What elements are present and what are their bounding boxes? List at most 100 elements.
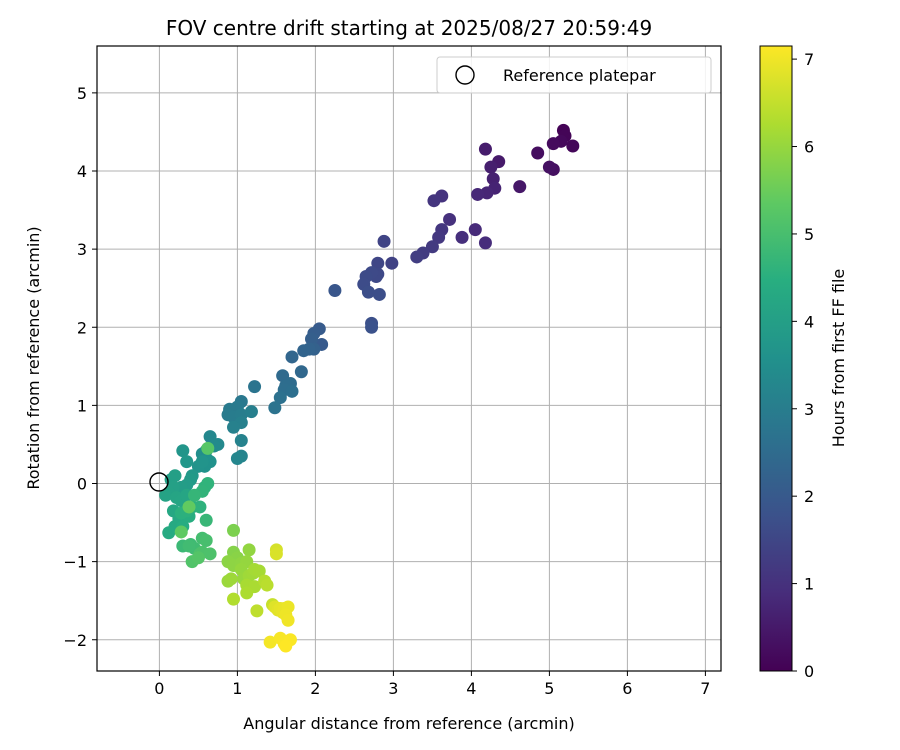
y-axis-label: Rotation from reference (arcmin) bbox=[24, 226, 43, 489]
x-tick-label: 5 bbox=[544, 679, 554, 698]
data-point bbox=[531, 146, 545, 160]
data-point bbox=[478, 236, 492, 250]
data-point bbox=[159, 488, 173, 502]
y-axis-ticks: −2 −1 0 1 2 3 4 5 bbox=[63, 84, 97, 650]
data-point bbox=[174, 525, 188, 539]
data-point bbox=[242, 543, 256, 557]
colorbar-tick-label: 2 bbox=[804, 487, 814, 506]
data-point bbox=[201, 441, 215, 455]
data-point bbox=[263, 635, 277, 649]
data-point bbox=[273, 391, 287, 405]
data-point bbox=[227, 420, 240, 434]
data-point bbox=[250, 604, 264, 618]
data-point bbox=[410, 250, 424, 264]
colorbar-tick-label: 0 bbox=[804, 662, 814, 681]
data-point bbox=[269, 547, 283, 561]
data-point bbox=[281, 613, 295, 627]
data-point bbox=[227, 523, 240, 537]
y-tick-label: 5 bbox=[77, 84, 87, 103]
data-point bbox=[365, 320, 379, 334]
data-point bbox=[377, 234, 391, 248]
x-axis-label: Angular distance from reference (arcmin) bbox=[243, 714, 574, 733]
data-point bbox=[195, 455, 209, 469]
x-tick-label: 2 bbox=[310, 679, 320, 698]
data-point bbox=[244, 405, 258, 419]
data-point bbox=[230, 452, 244, 465]
data-point bbox=[513, 180, 527, 194]
x-tick-label: 4 bbox=[466, 679, 476, 698]
data-point bbox=[285, 384, 299, 398]
legend-entry-label: Reference platepar bbox=[503, 66, 656, 85]
data-point bbox=[240, 586, 254, 600]
colorbar-ticks: 0 1 2 3 4 5 6 7 bbox=[792, 50, 814, 681]
data-point bbox=[224, 572, 238, 586]
data-point bbox=[427, 194, 441, 208]
reference-platepar-marker bbox=[149, 472, 169, 492]
x-tick-label: 0 bbox=[154, 679, 164, 698]
data-point bbox=[199, 513, 213, 527]
colorbar-tick-label: 6 bbox=[804, 138, 814, 157]
data-point bbox=[372, 287, 386, 301]
data-point bbox=[182, 500, 196, 514]
data-point bbox=[285, 350, 299, 364]
legend-open-circle-icon bbox=[455, 65, 475, 85]
data-point bbox=[385, 256, 399, 270]
data-point bbox=[234, 434, 248, 448]
data-point bbox=[279, 639, 293, 653]
data-point bbox=[176, 444, 190, 458]
colorbar-gradient bbox=[759, 45, 793, 672]
y-tick-label: 4 bbox=[77, 162, 87, 181]
data-point bbox=[193, 500, 207, 514]
data-points bbox=[159, 123, 580, 653]
grid-lines bbox=[97, 46, 721, 671]
chart-title: FOV centre drift starting at 2025/08/27 … bbox=[166, 16, 652, 40]
data-point bbox=[328, 284, 342, 298]
y-tick-label: 2 bbox=[77, 318, 87, 337]
data-point bbox=[268, 401, 282, 415]
data-point bbox=[443, 212, 457, 226]
data-point bbox=[252, 564, 266, 578]
data-point bbox=[471, 187, 485, 201]
y-tick-label: −1 bbox=[63, 553, 87, 572]
data-point bbox=[432, 230, 446, 244]
data-point bbox=[248, 380, 262, 394]
data-point bbox=[468, 223, 482, 237]
legend: Reference platepar bbox=[436, 56, 712, 94]
data-point bbox=[188, 488, 201, 502]
y-tick-label: 3 bbox=[77, 240, 87, 259]
data-point bbox=[297, 344, 311, 358]
data-point bbox=[180, 455, 194, 469]
data-point bbox=[542, 160, 556, 174]
data-point bbox=[182, 539, 196, 553]
data-point bbox=[371, 256, 385, 270]
legend-box bbox=[436, 56, 712, 94]
colorbar-tick-label: 3 bbox=[804, 400, 814, 419]
colorbar-tick-label: 5 bbox=[804, 225, 814, 244]
y-tick-label: 1 bbox=[77, 396, 87, 415]
data-point bbox=[425, 240, 439, 254]
colorbar-label: Hours from first FF file bbox=[829, 269, 848, 448]
data-point bbox=[227, 592, 240, 606]
x-tick-label: 6 bbox=[622, 679, 632, 698]
x-axis-ticks: 0 1 2 3 4 5 6 7 bbox=[154, 671, 710, 698]
data-point bbox=[162, 526, 176, 540]
colorbar-tick-label: 7 bbox=[804, 50, 814, 69]
data-point bbox=[484, 160, 498, 174]
x-tick-label: 1 bbox=[232, 679, 242, 698]
data-point bbox=[361, 285, 375, 299]
colorbar-tick-label: 4 bbox=[804, 312, 814, 331]
data-point bbox=[305, 332, 318, 346]
data-point bbox=[260, 578, 274, 592]
data-point bbox=[203, 547, 217, 561]
data-point bbox=[478, 142, 492, 156]
data-point bbox=[455, 230, 469, 244]
colorbar-tick-label: 1 bbox=[804, 575, 814, 594]
x-tick-label: 3 bbox=[388, 679, 398, 698]
data-point bbox=[199, 534, 213, 548]
y-tick-label: −2 bbox=[63, 631, 87, 650]
plot-frame bbox=[96, 45, 722, 672]
x-tick-label: 7 bbox=[700, 679, 710, 698]
data-point bbox=[546, 137, 560, 151]
data-point bbox=[191, 551, 205, 565]
